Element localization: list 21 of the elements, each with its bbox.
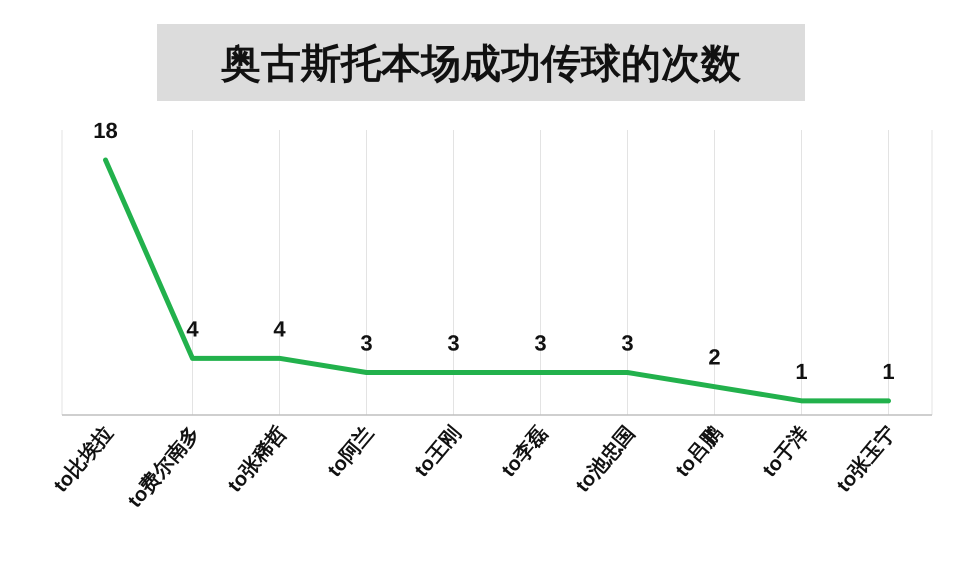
data-label: 3 [360, 330, 373, 356]
data-label: 4 [186, 316, 200, 342]
x-tick-label: to费尔南多 [124, 422, 204, 512]
data-label: 1 [882, 358, 895, 384]
x-tick-label: to于洋 [758, 422, 814, 482]
data-label: 3 [534, 330, 547, 356]
data-label: 18 [93, 118, 118, 143]
data-label: 3 [447, 330, 460, 356]
data-label: 3 [621, 330, 634, 356]
data-label: 4 [273, 316, 286, 342]
x-tick-label: to阿兰 [322, 421, 378, 482]
data-label: 2 [708, 344, 721, 370]
x-tick-label: to李磊 [498, 422, 552, 482]
chart-title: 奥古斯托本场成功传球的次数 [220, 42, 742, 86]
x-tick-label: to比埃拉 [49, 421, 118, 497]
x-tick-label: to张稀哲 [223, 421, 292, 497]
x-tick-label: to张玉宁 [832, 421, 900, 497]
x-tick-label: to吕鹏 [672, 422, 726, 482]
data-label: 1 [795, 358, 808, 384]
x-tick-label: to王刚 [410, 422, 466, 482]
x-tick-label: to池忠国 [572, 422, 640, 497]
